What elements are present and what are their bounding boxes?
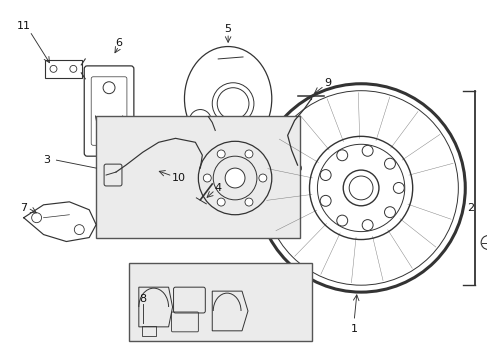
Text: 2: 2: [466, 203, 473, 213]
Circle shape: [336, 150, 347, 161]
Circle shape: [362, 220, 372, 230]
Circle shape: [384, 207, 395, 218]
Text: 10: 10: [171, 173, 185, 183]
Circle shape: [362, 145, 372, 156]
Circle shape: [203, 174, 211, 182]
Text: 11: 11: [17, 21, 31, 31]
Text: 8: 8: [139, 294, 146, 304]
Circle shape: [320, 170, 330, 180]
FancyBboxPatch shape: [129, 264, 312, 341]
Circle shape: [217, 150, 224, 158]
Text: 3: 3: [43, 155, 50, 165]
Circle shape: [224, 168, 244, 188]
Text: 7: 7: [20, 203, 27, 213]
Text: 6: 6: [115, 38, 122, 48]
Text: 9: 9: [323, 78, 330, 88]
Text: 4: 4: [214, 183, 222, 193]
Circle shape: [244, 198, 252, 206]
Circle shape: [189, 109, 211, 131]
Circle shape: [343, 170, 378, 206]
Circle shape: [217, 88, 248, 120]
Circle shape: [293, 164, 301, 172]
Circle shape: [258, 174, 266, 182]
Circle shape: [384, 158, 395, 169]
FancyBboxPatch shape: [96, 117, 299, 238]
Circle shape: [244, 150, 252, 158]
Circle shape: [480, 235, 488, 249]
Text: 5: 5: [224, 24, 231, 34]
Circle shape: [217, 198, 224, 206]
Circle shape: [320, 195, 330, 206]
Circle shape: [336, 215, 347, 226]
Text: 1: 1: [350, 324, 357, 334]
Circle shape: [392, 183, 404, 193]
